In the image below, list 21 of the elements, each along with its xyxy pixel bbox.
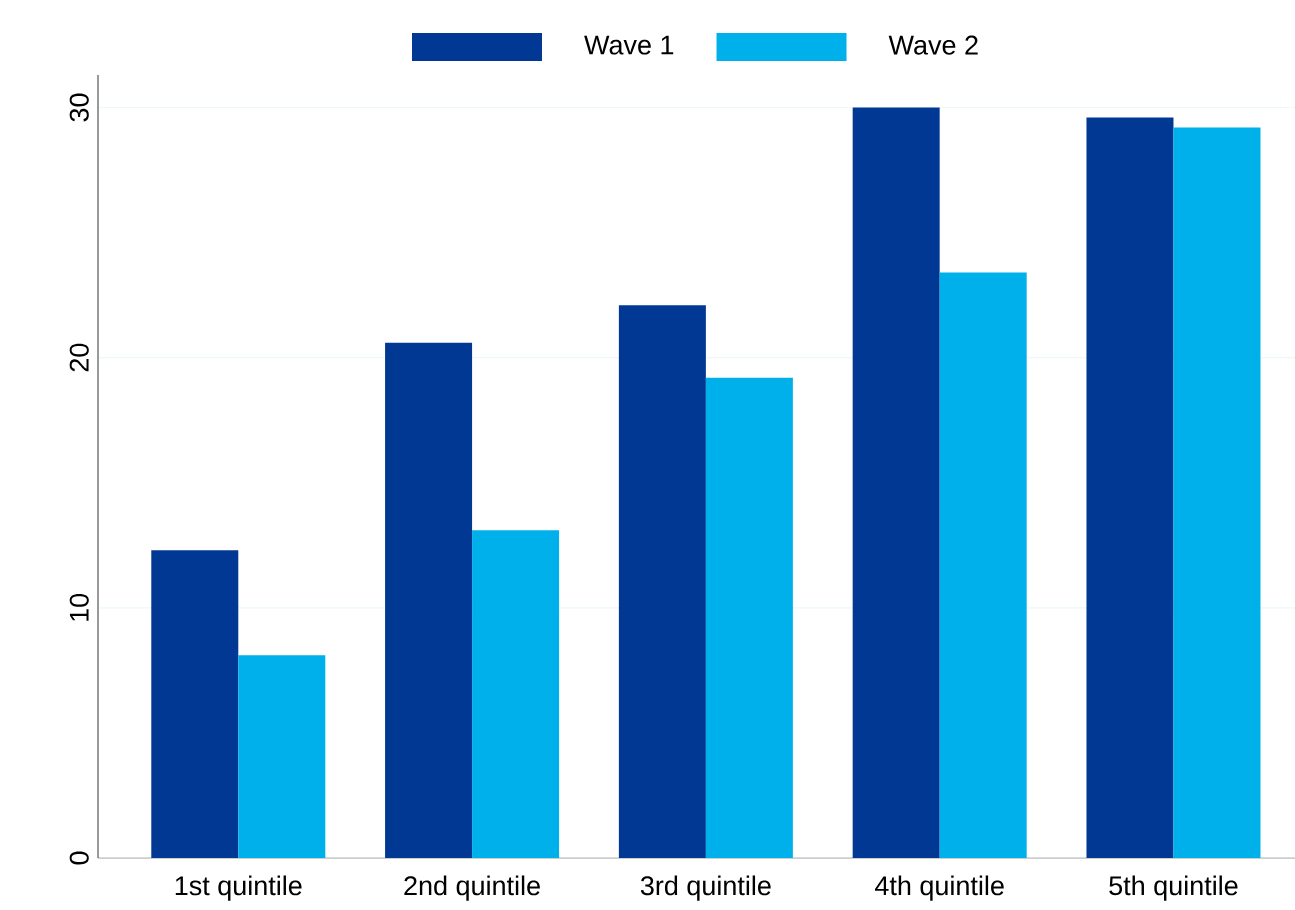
bar bbox=[618, 305, 706, 858]
y-tick-label: 20 bbox=[69, 343, 89, 372]
x-tick-label: 3rd quintile bbox=[640, 875, 771, 901]
bar bbox=[852, 107, 940, 858]
x-tick-label: 4th quintile bbox=[875, 875, 1004, 901]
x-tick-label: 2nd quintile bbox=[404, 875, 540, 901]
y-tick-label: 10 bbox=[69, 593, 89, 621]
bar bbox=[151, 550, 239, 858]
y-tick-label: 0 bbox=[69, 851, 89, 865]
y-tick-label: 30 bbox=[69, 93, 89, 122]
x-tick-label: 1st quintile bbox=[175, 875, 302, 901]
legend-label: Wave 1 bbox=[584, 35, 674, 55]
x-tick-label: 5th quintile bbox=[1109, 875, 1238, 901]
bar bbox=[238, 655, 326, 858]
bar bbox=[705, 377, 793, 858]
bar bbox=[1173, 127, 1261, 858]
legend-label: Wave 2 bbox=[888, 35, 978, 55]
bar bbox=[939, 272, 1027, 858]
bar bbox=[472, 530, 560, 858]
bar bbox=[1086, 117, 1174, 858]
bar bbox=[385, 342, 473, 858]
